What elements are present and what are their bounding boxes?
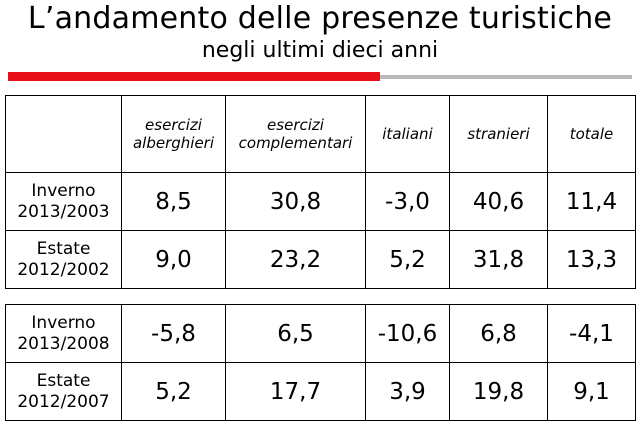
header-empty-cell (5, 95, 122, 173)
cell-complementari: 30,8 (225, 172, 366, 231)
row-label-season: Estate (36, 238, 91, 259)
header-totale: totale (547, 95, 636, 173)
cell-stranieri: 40,6 (449, 172, 548, 231)
cell-italiani: -10,6 (365, 304, 450, 363)
cell-totale: 9,1 (547, 362, 636, 421)
cell-alberghieri: 8,5 (121, 172, 226, 231)
cell-complementari: 17,7 (225, 362, 366, 421)
cell-stranieri: 31,8 (449, 230, 548, 289)
gray-accent-rule (380, 75, 632, 79)
cell-italiani: -3,0 (365, 172, 450, 231)
header-stranieri: stranieri (449, 95, 548, 173)
row-label-period: 2012/2002 (17, 259, 110, 280)
cell-alberghieri: 9,0 (121, 230, 226, 289)
row-label-period: 2013/2003 (17, 201, 110, 222)
table-row-estate-2012-2007: Estate 2012/2007 5,2 17,7 3,9 19,8 9,1 (5, 362, 636, 421)
cell-italiani: 3,9 (365, 362, 450, 421)
header-italiani: italiani (365, 95, 450, 173)
cell-totale: 13,3 (547, 230, 636, 289)
cell-alberghieri: -5,8 (121, 304, 226, 363)
table-row-inverno-2013-2008: Inverno 2013/2008 -5,8 6,5 -10,6 6,8 -4,1 (5, 304, 636, 363)
table-row-estate-2012-2002: Estate 2012/2002 9,0 23,2 5,2 31,8 13,3 (5, 230, 636, 289)
row-label: Estate 2012/2007 (5, 362, 122, 421)
slide-title: L’andamento delle presenze turistiche (27, 1, 613, 36)
row-label: Inverno 2013/2008 (5, 304, 122, 363)
row-label-period: 2012/2007 (17, 391, 110, 412)
slide-subtitle: negli ultimi dieci anni (201, 38, 439, 63)
table-five-years: Inverno 2013/2008 -5,8 6,5 -10,6 6,8 -4,1… (5, 304, 636, 421)
row-label-season: Inverno (31, 312, 96, 333)
header-esercizi-complementari: esercizi complementari (225, 95, 366, 173)
row-label-season: Estate (36, 370, 91, 391)
header-esercizi-alberghieri: esercizi alberghieri (121, 95, 226, 173)
cell-stranieri: 19,8 (449, 362, 548, 421)
table-row-inverno-2013-2003: Inverno 2013/2003 8,5 30,8 -3,0 40,6 11,4 (5, 172, 636, 231)
cell-totale: -4,1 (547, 304, 636, 363)
cell-italiani: 5,2 (365, 230, 450, 289)
row-label: Inverno 2013/2003 (5, 172, 122, 231)
cell-complementari: 23,2 (225, 230, 366, 289)
red-accent-rule (8, 72, 380, 81)
cell-totale: 11,4 (547, 172, 636, 231)
cell-stranieri: 6,8 (449, 304, 548, 363)
table-ten-years: esercizi alberghieri esercizi complement… (5, 95, 636, 289)
row-label-season: Inverno (31, 180, 96, 201)
cell-alberghieri: 5,2 (121, 362, 226, 421)
table-header-row: esercizi alberghieri esercizi complement… (5, 95, 636, 173)
cell-complementari: 6,5 (225, 304, 366, 363)
row-label-period: 2013/2008 (17, 333, 110, 354)
row-label: Estate 2012/2002 (5, 230, 122, 289)
